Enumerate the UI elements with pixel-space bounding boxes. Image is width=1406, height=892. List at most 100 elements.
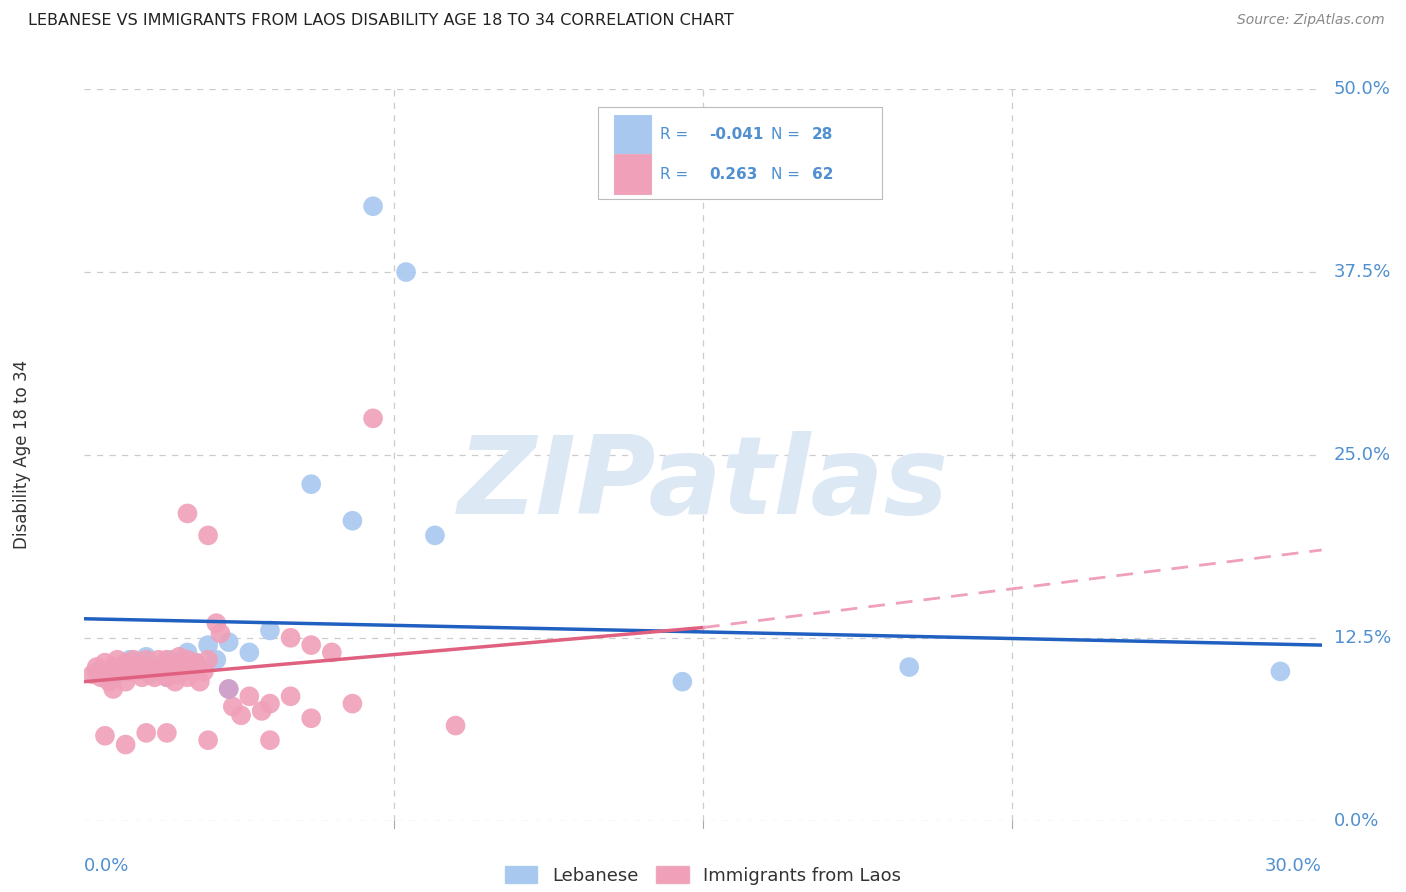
Text: LEBANESE VS IMMIGRANTS FROM LAOS DISABILITY AGE 18 TO 34 CORRELATION CHART: LEBANESE VS IMMIGRANTS FROM LAOS DISABIL… xyxy=(28,13,734,29)
Point xyxy=(118,653,141,667)
Point xyxy=(205,653,228,667)
Point xyxy=(176,670,198,684)
Text: Disability Age 18 to 34: Disability Age 18 to 34 xyxy=(14,360,31,549)
Point xyxy=(671,674,693,689)
Point xyxy=(299,638,322,652)
Point xyxy=(280,631,302,645)
Point xyxy=(218,681,240,696)
Point xyxy=(218,635,240,649)
Point xyxy=(156,726,179,740)
Point xyxy=(127,660,149,674)
Point xyxy=(167,660,190,674)
Text: ZIPatlas: ZIPatlas xyxy=(457,431,949,537)
Point xyxy=(86,660,108,674)
Point xyxy=(143,670,166,684)
Point xyxy=(94,667,117,681)
Point xyxy=(94,656,117,670)
Point xyxy=(148,653,170,667)
Point xyxy=(90,670,112,684)
Point xyxy=(299,477,322,491)
Point xyxy=(103,681,125,696)
Text: -0.041: -0.041 xyxy=(709,128,763,142)
Point xyxy=(135,665,157,679)
Point xyxy=(361,411,384,425)
Point xyxy=(135,649,157,664)
Point xyxy=(423,528,446,542)
Point xyxy=(342,514,364,528)
Text: 0.263: 0.263 xyxy=(709,167,758,182)
Point xyxy=(114,738,136,752)
Point xyxy=(94,665,117,679)
Point xyxy=(193,665,215,679)
Point xyxy=(160,665,183,679)
Point xyxy=(114,656,136,670)
Point xyxy=(105,653,128,667)
Point xyxy=(98,674,121,689)
Point xyxy=(205,616,228,631)
Point xyxy=(165,656,187,670)
Text: N =: N = xyxy=(770,128,804,142)
Point xyxy=(209,626,232,640)
Point xyxy=(114,674,136,689)
Point xyxy=(156,670,179,684)
Point xyxy=(103,660,125,674)
Text: R =: R = xyxy=(659,167,693,182)
Point xyxy=(321,645,343,659)
Point xyxy=(86,665,108,679)
Point xyxy=(229,708,252,723)
Point xyxy=(280,690,302,704)
Point xyxy=(148,665,170,679)
Text: 0.0%: 0.0% xyxy=(1334,812,1379,830)
Point xyxy=(176,507,198,521)
Point xyxy=(395,265,418,279)
Point xyxy=(148,660,170,674)
Point xyxy=(197,528,219,542)
Text: 37.5%: 37.5% xyxy=(1334,263,1392,281)
Text: Source: ZipAtlas.com: Source: ZipAtlas.com xyxy=(1237,13,1385,28)
Point xyxy=(444,718,467,732)
Point xyxy=(184,656,207,670)
Point xyxy=(94,729,117,743)
Point xyxy=(131,670,153,684)
Text: N =: N = xyxy=(770,167,804,182)
Point xyxy=(259,624,281,638)
Point xyxy=(156,670,179,684)
Point xyxy=(197,733,219,747)
Point xyxy=(259,697,281,711)
Point xyxy=(176,645,198,659)
Point xyxy=(259,733,281,747)
Point xyxy=(197,653,219,667)
Point xyxy=(160,653,183,667)
Legend: Lebanese, Immigrants from Laos: Lebanese, Immigrants from Laos xyxy=(505,866,901,885)
Text: 25.0%: 25.0% xyxy=(1334,446,1391,464)
Point xyxy=(122,653,145,667)
Point xyxy=(105,660,128,674)
FancyBboxPatch shape xyxy=(598,108,883,199)
FancyBboxPatch shape xyxy=(614,114,651,155)
Point xyxy=(156,653,179,667)
Point xyxy=(222,699,245,714)
Point xyxy=(103,670,125,684)
Text: 50.0%: 50.0% xyxy=(1334,80,1391,98)
Point xyxy=(898,660,921,674)
Text: 28: 28 xyxy=(811,128,834,142)
Point xyxy=(172,660,194,674)
FancyBboxPatch shape xyxy=(614,154,651,194)
Point xyxy=(135,653,157,667)
Point xyxy=(152,660,174,674)
Point xyxy=(184,656,207,670)
Point xyxy=(238,690,260,704)
Point xyxy=(135,726,157,740)
Point xyxy=(299,711,322,725)
Point xyxy=(165,674,187,689)
Text: 62: 62 xyxy=(811,167,834,182)
Point xyxy=(180,665,202,679)
Point xyxy=(167,649,190,664)
Point xyxy=(139,660,162,674)
Point xyxy=(218,681,240,696)
Point xyxy=(139,667,162,681)
Point xyxy=(361,199,384,213)
Point xyxy=(238,645,260,659)
Point xyxy=(167,667,190,681)
Point xyxy=(197,638,219,652)
